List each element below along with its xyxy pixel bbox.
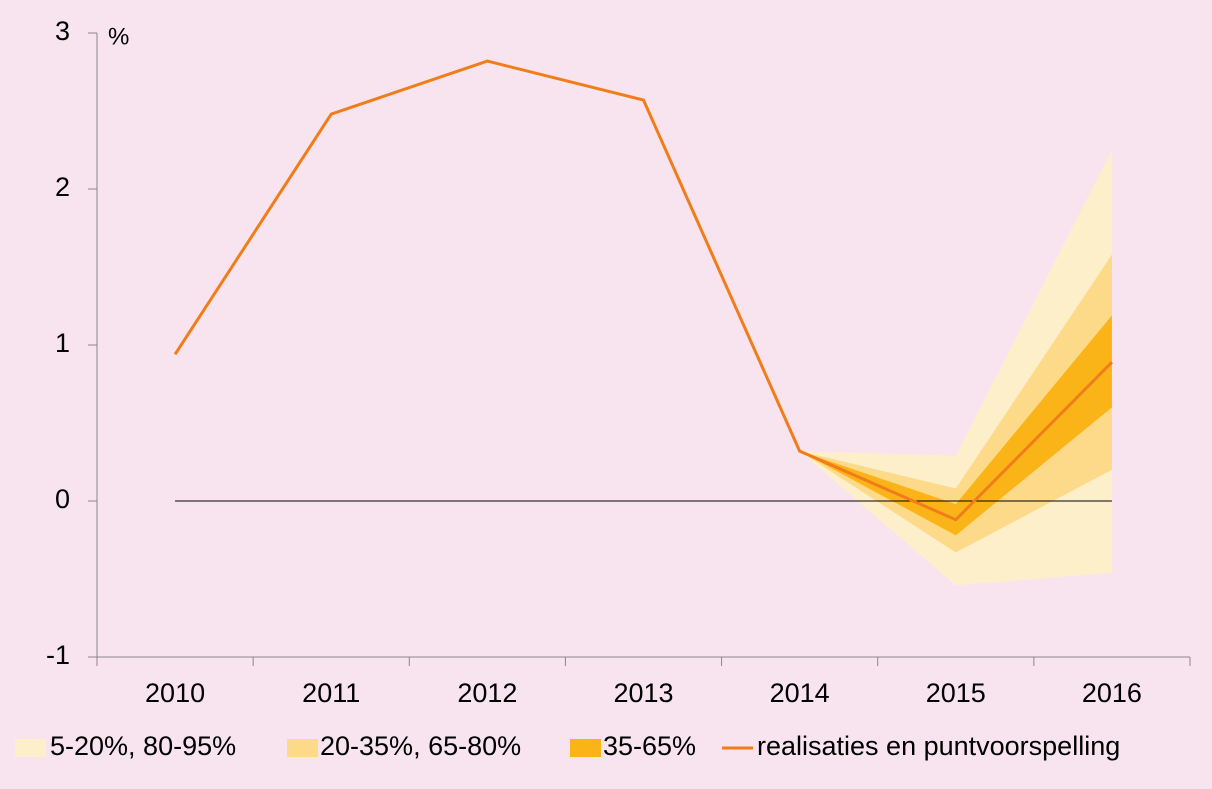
legend-label: 35-65% <box>603 731 696 761</box>
legend-label: 20-35%, 65-80% <box>320 731 521 761</box>
y-tick-label: 0 <box>55 484 70 514</box>
legend-label: 5-20%, 80-95% <box>50 731 236 761</box>
legend-swatch <box>15 739 46 757</box>
x-tick-label: 2011 <box>302 678 360 708</box>
legend-label: realisaties en puntvoorspelling <box>757 731 1120 761</box>
line <box>173 59 1113 522</box>
x-tick-label: 2014 <box>770 678 830 708</box>
fan-band <box>799 315 1112 536</box>
x-tick-label: 2013 <box>613 678 673 708</box>
y-tick-label: -1 <box>46 640 70 670</box>
x-tick-label: 2012 <box>457 678 517 708</box>
y-unit-label: % <box>108 23 129 50</box>
x-tick-label: 2016 <box>1082 678 1142 708</box>
y-tick-label: 1 <box>55 328 70 358</box>
legend-swatch <box>287 739 318 757</box>
y-tick-label: 3 <box>55 16 70 46</box>
x-tick-label: 2015 <box>926 678 986 708</box>
y-tick-label: 2 <box>55 172 70 202</box>
x-tick-label: 2010 <box>145 678 205 708</box>
legend-swatch <box>570 739 601 757</box>
